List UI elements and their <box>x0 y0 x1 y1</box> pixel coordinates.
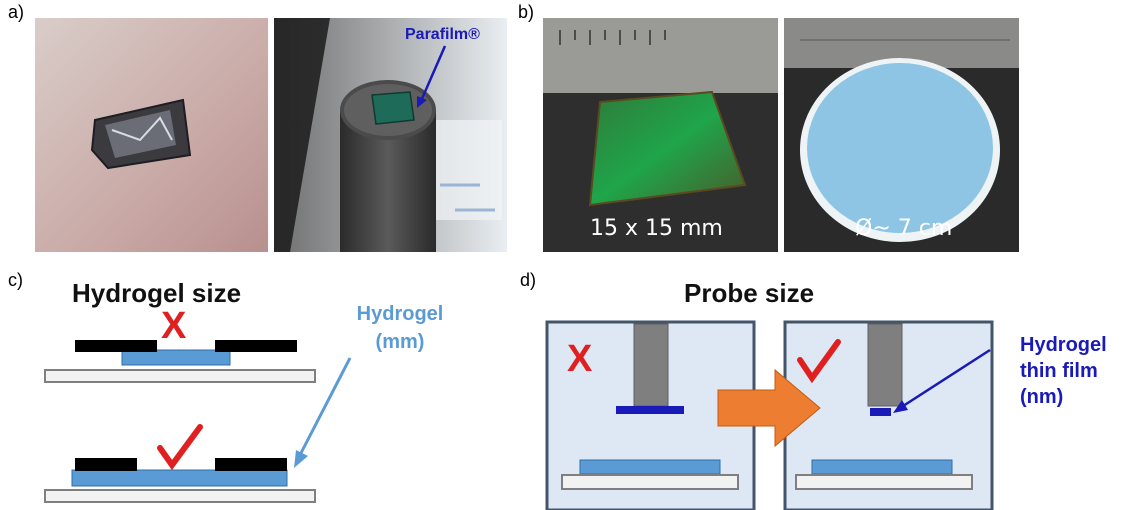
caption-square-size: 15 x 15 mm <box>590 216 723 241</box>
photo-cylinder-sample <box>274 18 507 252</box>
photo-hydrogel-film <box>35 18 268 252</box>
hydrogel-label-line2: (mm) <box>375 331 425 353</box>
thin-film-label: Hydrogel thin film (nm) <box>1020 332 1107 410</box>
thin-film-label-line3: (nm) <box>1020 386 1064 408</box>
hydrogel-mm-label: Hydrogel (mm) <box>345 300 455 356</box>
hydrogel-label-line1: Hydrogel <box>356 303 444 325</box>
wrong-mark-c: X <box>161 305 187 347</box>
photo-round-hydrogel <box>784 18 1019 252</box>
wrong-mark-d: X <box>567 338 593 380</box>
thin-film-label-line2: thin film <box>1020 360 1098 382</box>
panel-label-d: d) <box>520 270 537 290</box>
panel-label-a: a) <box>8 2 25 22</box>
panel-label-b: b) <box>518 2 535 22</box>
caption-round-size: Ø~ 7 cm <box>855 216 953 241</box>
parafilm-label: Parafilm® <box>405 26 480 43</box>
photo-square-film <box>543 18 778 252</box>
parafilm-pointer-arrow <box>419 45 447 102</box>
probe-size-title: Probe size <box>684 278 815 308</box>
schematic-hydrogel-size <box>44 340 352 503</box>
panel-label-c: c) <box>8 270 23 290</box>
hydrogel-size-title: Hydrogel size <box>72 278 242 308</box>
thin-film-label-line1: Hydrogel <box>1020 334 1107 356</box>
schematic-probe-size <box>545 320 994 510</box>
parafilm-arrowhead <box>417 96 427 108</box>
